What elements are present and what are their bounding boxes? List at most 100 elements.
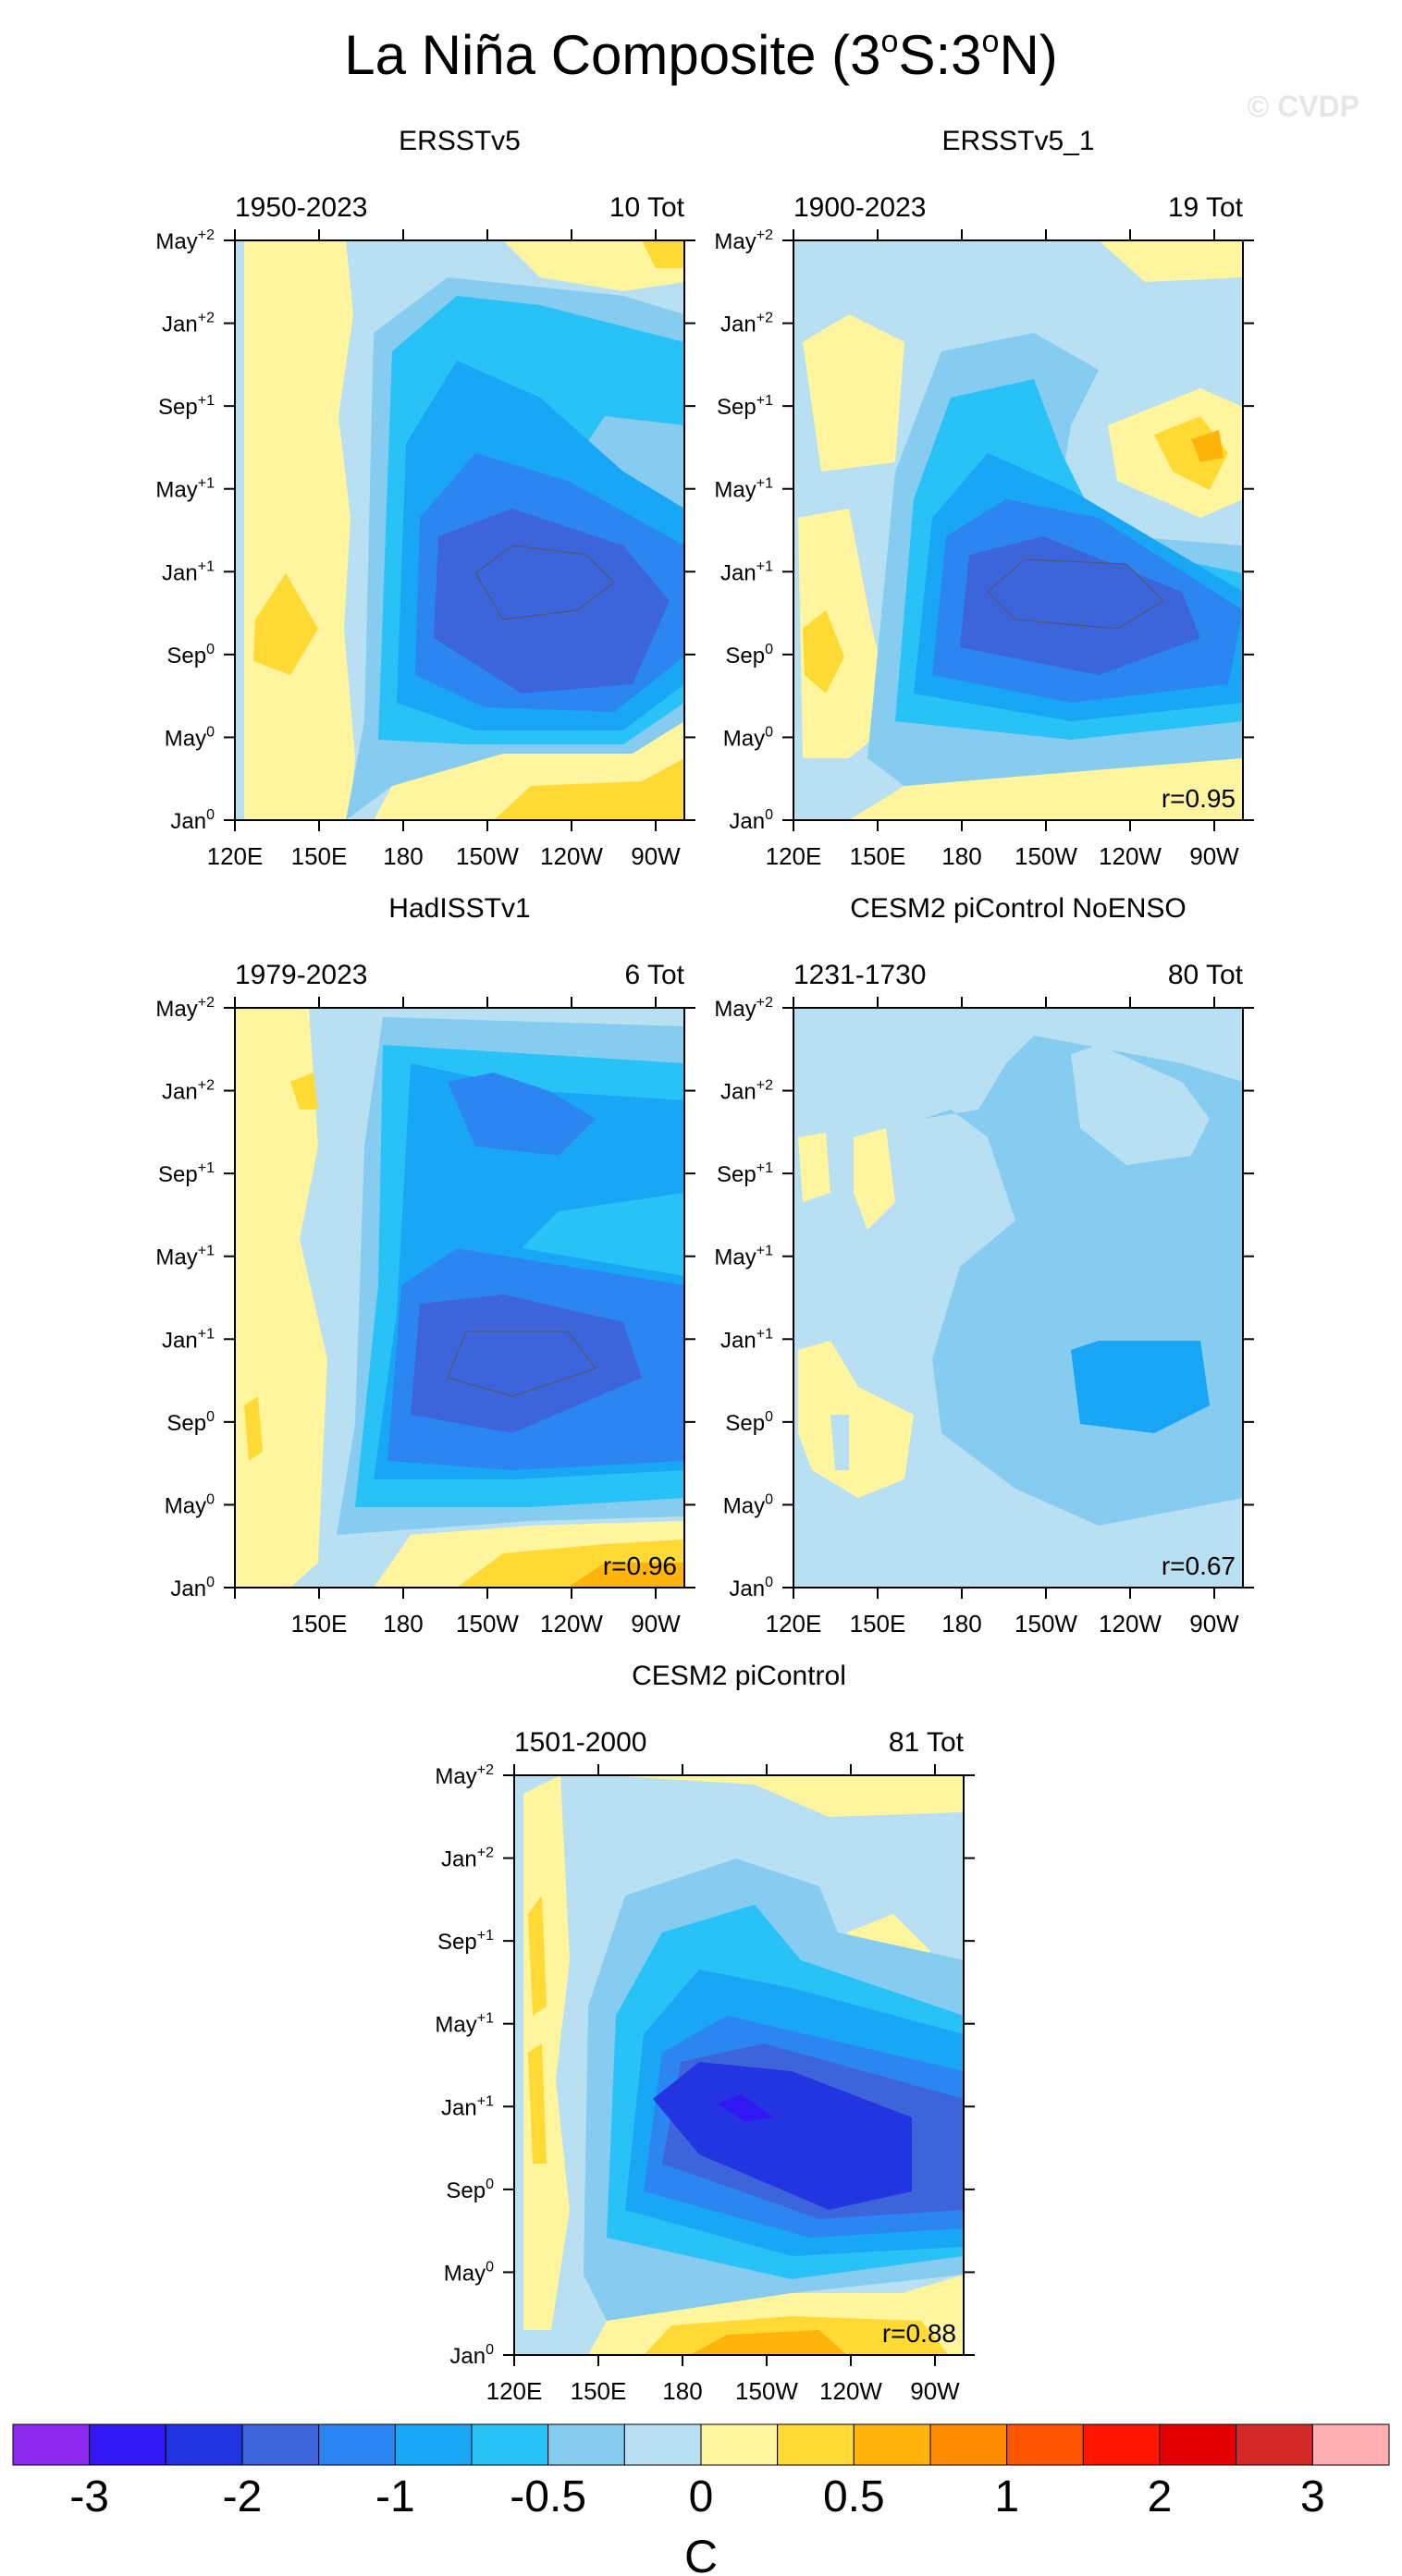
x-tick-label: 150E bbox=[291, 1610, 348, 1638]
panel-hadisstv1 bbox=[234, 1007, 685, 1589]
panel-years: 1979-2023 bbox=[235, 960, 367, 990]
heatmap-field bbox=[793, 240, 1243, 820]
y-tick-label: May+1 bbox=[155, 1244, 215, 1270]
y-tick-label: Jan+1 bbox=[162, 1326, 215, 1353]
panel-frame bbox=[793, 239, 1244, 821]
colorbar-swatch bbox=[1311, 2423, 1390, 2466]
colorbar-swatch bbox=[12, 2423, 91, 2466]
panel-frame bbox=[234, 1007, 685, 1589]
x-tick-label: 150E bbox=[571, 2377, 627, 2405]
colorbar-swatch bbox=[241, 2423, 320, 2466]
y-tick-label: Jan+2 bbox=[162, 311, 215, 337]
colorbar-label: -3 bbox=[69, 2472, 109, 2521]
heatmap-field bbox=[793, 1008, 1243, 1588]
y-tick-label: Sep+1 bbox=[717, 1160, 773, 1187]
x-tick-label: 180 bbox=[662, 2377, 702, 2405]
y-tick-label: Sep0 bbox=[725, 1409, 773, 1436]
x-tick-label: 150E bbox=[850, 842, 906, 870]
y-tick-label: May+1 bbox=[714, 476, 773, 503]
panel-cesm2 bbox=[513, 1774, 965, 2356]
colorbar-swatch bbox=[318, 2423, 396, 2466]
y-tick-label: Jan+1 bbox=[720, 558, 773, 585]
colorbar-swatch bbox=[1082, 2423, 1161, 2466]
figure-title: La Niña Composite (3oS:3oN) bbox=[344, 24, 1058, 86]
y-tick-label: Jan+1 bbox=[720, 1326, 773, 1353]
y-tick-label: Jan0 bbox=[729, 807, 773, 834]
x-tick-label: 120E bbox=[486, 2377, 543, 2405]
y-tick-label: Jan0 bbox=[729, 1575, 773, 1601]
x-tick-label: 120E bbox=[207, 842, 264, 870]
y-tick-label: May0 bbox=[165, 724, 215, 751]
y-tick-label: Jan0 bbox=[170, 807, 215, 834]
heatmap-field bbox=[514, 1775, 964, 2355]
y-tick-label: Sep+1 bbox=[437, 1928, 494, 1955]
panel-frame bbox=[513, 1774, 965, 2356]
panel-title: ERSSTv5_1 bbox=[941, 126, 1094, 156]
panel-years: 1231-1730 bbox=[793, 960, 926, 990]
x-tick-label: 150E bbox=[850, 1610, 906, 1638]
x-tick-label: 120E bbox=[766, 1610, 822, 1638]
y-tick-label: Jan+2 bbox=[720, 311, 773, 337]
y-tick-label: Sep+1 bbox=[158, 393, 215, 420]
colorbar-label: 2 bbox=[1148, 2472, 1173, 2521]
panel-count: 10 Tot bbox=[609, 192, 685, 223]
panel-correlation: r=0.96 bbox=[603, 1552, 677, 1580]
x-tick-label: 90W bbox=[631, 842, 681, 870]
panel-cesm2-noenso bbox=[793, 1007, 1244, 1589]
panel-count: 6 Tot bbox=[625, 960, 685, 990]
x-tick-label: 120W bbox=[540, 1610, 603, 1638]
x-tick-label: 150E bbox=[291, 842, 348, 870]
colorbar-swatch bbox=[471, 2423, 549, 2466]
x-tick-label: 120W bbox=[540, 842, 603, 870]
y-tick-label: May+2 bbox=[714, 227, 773, 254]
colorbar-label: 0 bbox=[689, 2472, 714, 2521]
y-tick-label: Sep0 bbox=[725, 642, 773, 669]
x-tick-label: 120W bbox=[1099, 842, 1162, 870]
colorbar-swatch bbox=[394, 2423, 473, 2466]
colorbar-swatch bbox=[929, 2423, 1008, 2466]
panel-annotations: ERSSTv5 1950-2023 10 Tot Jan0 May0 Sep0 Jan+1 M… bbox=[155, 126, 1254, 2405]
panel-frame bbox=[234, 239, 685, 821]
x-tick-label: 180 bbox=[941, 842, 981, 870]
x-tick-label: 90W bbox=[1189, 842, 1239, 870]
panel-title: HadISSTv1 bbox=[388, 893, 530, 924]
x-tick-label: 90W bbox=[631, 1610, 681, 1638]
y-tick-label: May+2 bbox=[435, 1762, 494, 1789]
x-tick-label: 180 bbox=[383, 1610, 423, 1638]
panel-correlation: r=0.67 bbox=[1162, 1552, 1236, 1580]
panel-ersstv5 bbox=[234, 239, 685, 821]
y-tick-label: Sep0 bbox=[166, 1409, 215, 1436]
x-tick-label: 120W bbox=[819, 2377, 882, 2405]
colorbar-swatch bbox=[547, 2423, 625, 2466]
x-tick-label: 120W bbox=[1099, 1610, 1162, 1638]
panel-labels-5: CESM2 piControl 1501-2000 81 Tot r=0.88 Jan0… bbox=[435, 1661, 975, 2405]
panel-labels-2: ERSSTv5_1 1900-2023 19 Tot r=0.95 Jan0 May0 Se… bbox=[714, 126, 1254, 870]
y-tick-label: May0 bbox=[444, 2259, 494, 2286]
watermark: © CVDP bbox=[1248, 90, 1359, 123]
y-tick-label: Sep0 bbox=[446, 2177, 494, 2203]
y-tick-label: Jan+1 bbox=[441, 2093, 494, 2120]
y-tick-label: May+1 bbox=[435, 2011, 494, 2038]
y-tick-label: May+2 bbox=[714, 995, 773, 1022]
panel-count: 19 Tot bbox=[1168, 192, 1244, 223]
colorbar-swatch bbox=[777, 2423, 855, 2466]
panel-years: 1950-2023 bbox=[235, 192, 367, 223]
x-tick-label: 180 bbox=[383, 842, 423, 870]
panel-frame bbox=[793, 1007, 1244, 1589]
y-tick-label: Sep+1 bbox=[717, 393, 773, 420]
x-tick-label: 180 bbox=[941, 1610, 981, 1638]
panel-correlation: r=0.95 bbox=[1162, 784, 1236, 813]
colorbar bbox=[12, 2423, 1390, 2466]
colorbar-labels: -3 -2 -1 -0.5 0 0.5 1 2 3 bbox=[69, 2472, 1324, 2521]
colorbar-label: -2 bbox=[223, 2472, 263, 2521]
panel-count: 81 Tot bbox=[889, 1727, 965, 1758]
colorbar-swatch bbox=[165, 2423, 243, 2466]
heatmap-field bbox=[235, 1008, 684, 1588]
panel-labels-4: CESM2 piControl NoENSO 1231-1730 80 Tot r=0… bbox=[714, 893, 1254, 1638]
x-tick-label: 120E bbox=[766, 842, 822, 870]
y-tick-label: Sep+1 bbox=[158, 1160, 215, 1187]
panel-title: ERSSTv5 bbox=[399, 126, 521, 156]
x-tick-label: 150W bbox=[1015, 1610, 1077, 1638]
y-tick-label: May+2 bbox=[155, 227, 215, 254]
